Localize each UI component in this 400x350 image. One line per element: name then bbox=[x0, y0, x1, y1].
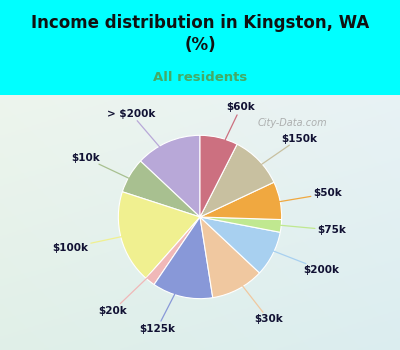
Wedge shape bbox=[146, 217, 200, 285]
Text: City-Data.com: City-Data.com bbox=[257, 118, 327, 128]
Wedge shape bbox=[200, 217, 280, 273]
Text: $20k: $20k bbox=[99, 259, 167, 316]
Text: $50k: $50k bbox=[252, 189, 342, 206]
Wedge shape bbox=[140, 135, 200, 217]
Text: $100k: $100k bbox=[52, 231, 148, 253]
Wedge shape bbox=[200, 182, 282, 219]
Text: $10k: $10k bbox=[72, 153, 154, 190]
Wedge shape bbox=[122, 161, 200, 217]
Text: $30k: $30k bbox=[226, 264, 283, 324]
Wedge shape bbox=[154, 217, 213, 299]
Text: > $200k: > $200k bbox=[107, 108, 178, 168]
Wedge shape bbox=[200, 135, 237, 217]
Wedge shape bbox=[200, 217, 282, 232]
Text: All residents: All residents bbox=[153, 71, 247, 84]
Text: $125k: $125k bbox=[139, 269, 188, 334]
Wedge shape bbox=[200, 144, 274, 217]
Wedge shape bbox=[200, 217, 260, 298]
Wedge shape bbox=[118, 192, 200, 278]
Text: Income distribution in Kingston, WA
(%): Income distribution in Kingston, WA (%) bbox=[31, 14, 369, 54]
Text: $75k: $75k bbox=[253, 223, 346, 235]
Text: $150k: $150k bbox=[239, 134, 317, 180]
Text: $200k: $200k bbox=[248, 241, 339, 275]
Text: $60k: $60k bbox=[213, 103, 255, 165]
